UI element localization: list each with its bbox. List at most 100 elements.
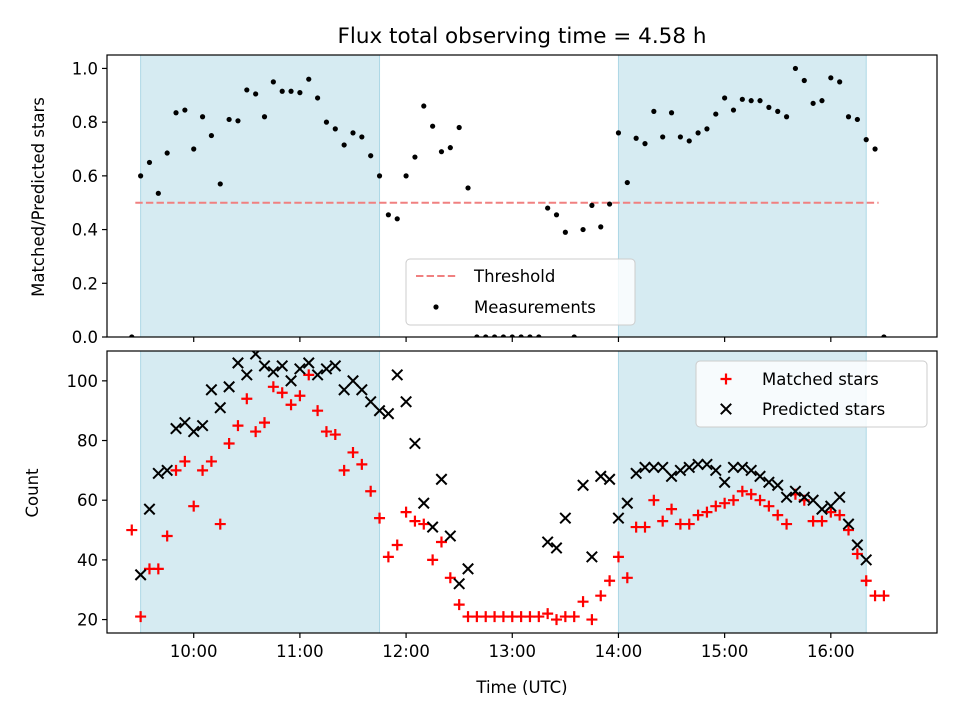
matched-star-point xyxy=(851,548,863,560)
matched-star-point xyxy=(418,518,430,530)
matched-star-point xyxy=(860,575,872,587)
measurement-point xyxy=(545,205,551,211)
measurement-point xyxy=(164,150,170,156)
measurement-point xyxy=(536,334,542,337)
predicted-star-point xyxy=(630,467,643,480)
matched-star-point xyxy=(754,494,766,506)
measurement-point xyxy=(881,334,887,337)
predicted-star-point xyxy=(355,383,368,396)
measurement-point xyxy=(651,108,657,114)
measurement-point xyxy=(412,154,418,160)
predicted-star-point xyxy=(718,476,731,489)
predicted-star-point xyxy=(674,464,687,477)
matched-star-point xyxy=(781,518,793,530)
measurement-point xyxy=(730,107,737,113)
measurement-point xyxy=(704,126,710,132)
measurement-point xyxy=(173,110,179,116)
measurement-point xyxy=(571,334,577,337)
predicted-star-point xyxy=(701,458,713,471)
measurement-point xyxy=(146,159,153,166)
y-tick-label: 0.4 xyxy=(72,221,98,240)
measurement-point xyxy=(509,334,515,337)
matched-star-point xyxy=(365,485,377,497)
predicted-star-point xyxy=(807,494,820,507)
predicted-star-point xyxy=(736,461,749,474)
predicted-star-point xyxy=(577,479,589,492)
measurement-point xyxy=(244,87,250,93)
matched-star-point xyxy=(391,539,403,551)
y-tick-label: 0.8 xyxy=(72,113,98,132)
matched-star-point xyxy=(223,438,235,450)
matched-star-point xyxy=(648,494,660,506)
predicted-star-point xyxy=(329,360,342,372)
legend-box xyxy=(405,258,636,326)
measurement-point xyxy=(376,173,383,179)
legend: Matched stars Predicted stars xyxy=(695,360,928,428)
matched-star-point xyxy=(232,420,244,432)
matched-star-point xyxy=(276,387,288,399)
y-tick-label: 0.6 xyxy=(72,167,98,186)
predicted-star-point xyxy=(426,521,439,533)
top-y-axis-label: Matched/Predicted stars xyxy=(29,97,48,297)
predicted-star-point xyxy=(541,536,554,548)
measurement-point xyxy=(766,104,772,110)
y-tick-label: 0.2 xyxy=(72,274,98,293)
legend-matched-swatch xyxy=(720,373,732,385)
predicted-star-point xyxy=(754,470,766,483)
predicted-star-point xyxy=(727,461,740,474)
x-tick-label: 15:00 xyxy=(701,642,749,661)
matched-star-point xyxy=(241,393,253,405)
legend-measurement-swatch xyxy=(433,304,439,310)
predicted-star-point xyxy=(276,360,289,372)
measurement-point xyxy=(660,134,666,140)
predicted-star-point xyxy=(780,491,793,504)
predicted-star-point xyxy=(178,416,191,429)
matched-star-point xyxy=(542,608,554,620)
predicted-star-point xyxy=(798,491,811,504)
predicted-star-point xyxy=(232,357,244,369)
measurement-point xyxy=(518,334,524,337)
measurement-point xyxy=(182,107,188,113)
legend-measurement-label: Measurements xyxy=(474,298,596,317)
x-tick-label: 16:00 xyxy=(807,642,855,661)
predicted-star-point xyxy=(842,518,855,530)
predicted-star-point xyxy=(462,562,474,575)
predicted-star-point xyxy=(302,357,315,369)
measurement-point xyxy=(253,91,259,97)
measurement-point xyxy=(297,90,303,96)
predicted-star-point xyxy=(161,464,174,477)
predicted-star-point xyxy=(789,485,802,498)
measurement-point xyxy=(500,334,507,337)
matched-star-point xyxy=(621,572,633,584)
plot-area xyxy=(129,65,887,337)
legend: Threshold Measurements xyxy=(405,258,636,326)
measurement-point xyxy=(155,190,161,196)
matched-star-point xyxy=(719,497,731,509)
measurement-point xyxy=(430,123,436,129)
predicted-star-point xyxy=(382,407,395,420)
matched-star-point xyxy=(400,506,412,518)
y-tick-label: 80 xyxy=(77,432,98,451)
measurement-point xyxy=(580,226,586,233)
legend-box xyxy=(695,360,928,428)
y-tick-label: 60 xyxy=(77,491,98,510)
measurement-point xyxy=(837,79,843,85)
measurement-point xyxy=(633,135,639,141)
matched-star-point xyxy=(126,524,138,536)
x-tick-label: 11:00 xyxy=(276,642,324,661)
matched-star-point xyxy=(683,518,695,530)
predicted-star-point xyxy=(665,470,678,483)
measurement-point xyxy=(217,181,223,187)
predicted-star-point xyxy=(647,461,660,474)
measurement-point xyxy=(421,103,427,109)
predicted-star-point xyxy=(152,467,165,480)
measurement-point xyxy=(713,111,719,117)
matched-star-point xyxy=(285,399,297,411)
predicted-star-point xyxy=(373,404,386,417)
matched-star-point xyxy=(427,554,439,566)
measurement-point xyxy=(863,137,869,143)
predicted-star-point xyxy=(400,395,412,408)
y-tick-label: 100 xyxy=(67,372,99,391)
predicted-star-point xyxy=(134,568,147,581)
predicted-star-point xyxy=(409,437,421,450)
